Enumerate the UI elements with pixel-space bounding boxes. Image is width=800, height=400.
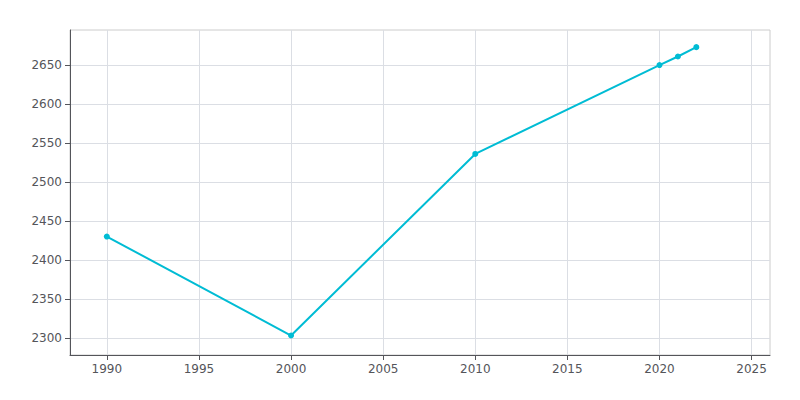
svg-text:1990: 1990 bbox=[92, 362, 123, 376]
svg-text:2025: 2025 bbox=[736, 362, 767, 376]
svg-text:2550: 2550 bbox=[31, 136, 62, 150]
svg-text:2005: 2005 bbox=[368, 362, 399, 376]
svg-text:2000: 2000 bbox=[276, 362, 307, 376]
svg-text:2500: 2500 bbox=[31, 175, 62, 189]
svg-text:2600: 2600 bbox=[31, 97, 62, 111]
svg-text:2010: 2010 bbox=[460, 362, 491, 376]
svg-text:2020: 2020 bbox=[644, 362, 675, 376]
svg-text:2300: 2300 bbox=[31, 331, 62, 345]
svg-text:2350: 2350 bbox=[31, 292, 62, 306]
svg-text:2015: 2015 bbox=[552, 362, 583, 376]
svg-text:1995: 1995 bbox=[184, 362, 215, 376]
svg-text:2400: 2400 bbox=[31, 253, 62, 267]
svg-text:2650: 2650 bbox=[31, 58, 62, 72]
svg-text:2450: 2450 bbox=[31, 214, 62, 228]
